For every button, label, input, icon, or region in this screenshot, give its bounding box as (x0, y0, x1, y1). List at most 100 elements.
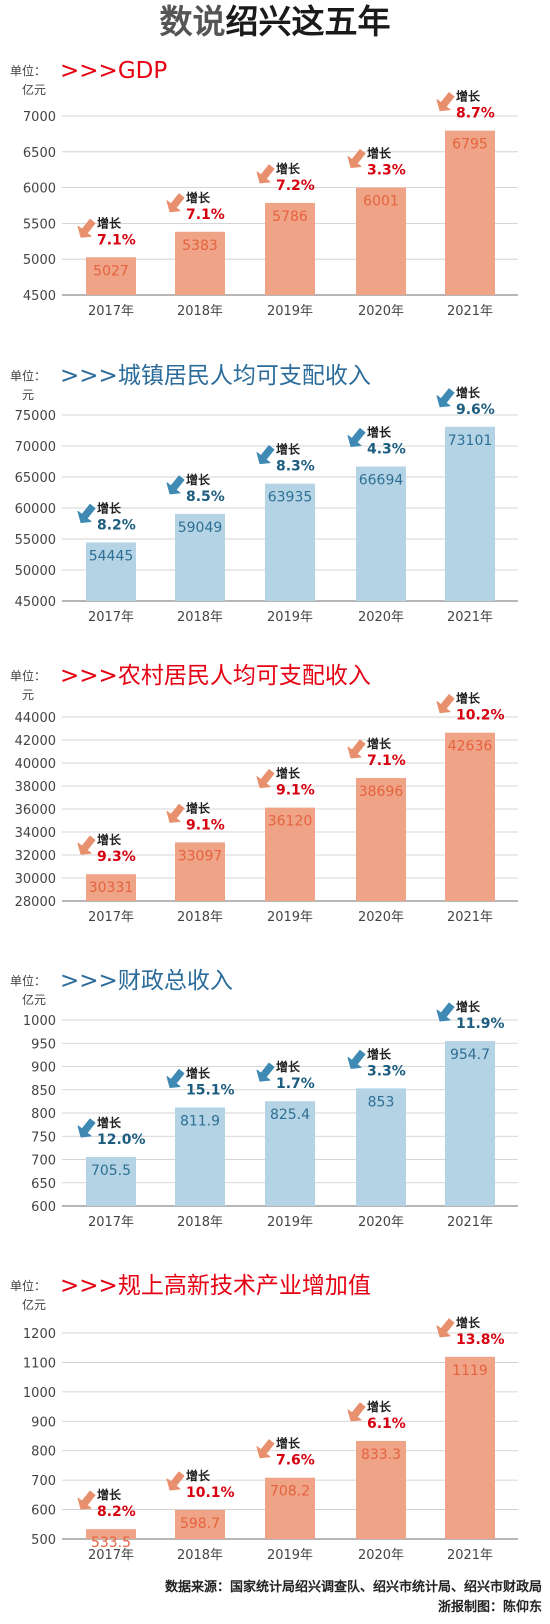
value-label: 5027 (93, 263, 129, 279)
value-label: 54445 (89, 548, 134, 564)
growth-label: 增长 (276, 1059, 301, 1074)
growth-label: 增长 (456, 999, 481, 1014)
value-label: 954.7 (450, 1047, 490, 1063)
arrow-shape (436, 1002, 455, 1022)
arrow-shape (77, 835, 96, 855)
y-tick-label: 800 (31, 1107, 56, 1122)
bar (86, 1156, 136, 1206)
growth-value: 8.7% (456, 106, 495, 122)
growth-label: 增长 (186, 1468, 211, 1483)
arrow-shape (256, 1062, 275, 1082)
x-tick-label: 2019年 (267, 610, 313, 625)
growth-label: 增长 (276, 766, 301, 781)
growth-arrow-icon (256, 1439, 275, 1459)
x-tick-label: 2017年 (88, 1548, 134, 1563)
y-tick-label: 44000 (15, 711, 56, 726)
growth-arrow-icon (77, 835, 96, 855)
value-label: 598.7 (180, 1516, 220, 1532)
chart-title-text: 农村居民人均可支配收入 (118, 663, 371, 689)
growth-value: 4.3% (367, 441, 406, 457)
chart-title-text: 城镇居民人均可支配收入 (118, 363, 371, 389)
growth-arrow-icon (436, 92, 455, 112)
growth-label: 增长 (97, 1487, 122, 1502)
y-tick-label: 500 (31, 1533, 56, 1548)
y-tick-label: 75000 (15, 409, 56, 424)
bar (445, 1041, 495, 1206)
unit-value: 元 (22, 688, 34, 702)
chart-fiscal-revenue: 单位： 亿元 >>>财政总收入 600 650 700 750 800 850 900 950 100… (0, 960, 550, 1250)
value-label: 5383 (182, 238, 218, 254)
chart-urban-income: 单位： 元 >>>城镇居民人均可支配收入 45000 50000 55000 60000 65… (0, 355, 550, 635)
x-tick-label: 2018年 (177, 610, 223, 625)
y-tick-label: 650 (31, 1177, 56, 1192)
arrow-shape (77, 1490, 96, 1510)
bar (445, 732, 495, 901)
growth-arrow-icon (436, 1002, 455, 1022)
bar (445, 426, 495, 601)
growth-value: 3.3% (367, 1063, 406, 1079)
bar (265, 807, 315, 901)
chart-title-prefix: >>> (60, 968, 118, 994)
growth-arrow-icon (436, 694, 455, 714)
y-tick-label: 1000 (23, 1386, 56, 1401)
value-label: 6795 (452, 137, 488, 153)
bar (86, 257, 136, 295)
bar (86, 542, 136, 601)
growth-arrow-icon (166, 803, 185, 823)
growth-arrow-icon (77, 1118, 96, 1138)
growth-value: 12.0% (97, 1132, 146, 1148)
y-tick-label: 600 (31, 1504, 56, 1519)
arrow-shape (347, 149, 366, 169)
growth-arrow-icon (256, 1062, 275, 1082)
arrow-shape (436, 388, 455, 408)
growth-arrow-icon (166, 1068, 185, 1088)
chart-title-prefix: >>> (60, 363, 118, 389)
y-tick-label: 900 (31, 1061, 56, 1076)
arrow-shape (436, 694, 455, 714)
bar (86, 1529, 136, 1539)
arrow-shape (347, 1402, 366, 1422)
growth-value: 7.6% (276, 1453, 315, 1469)
bar (356, 777, 406, 901)
value-label: 533.5 (91, 1535, 131, 1551)
growth-value: 15.1% (186, 1082, 235, 1098)
growth-label: 增长 (97, 832, 122, 847)
arrow-shape (166, 803, 185, 823)
y-tick-label: 900 (31, 1415, 56, 1430)
bar (356, 466, 406, 601)
growth-label: 增长 (367, 424, 392, 439)
arrow-shape (77, 1118, 96, 1138)
bar (356, 187, 406, 295)
y-tick-label: 45000 (15, 595, 56, 610)
growth-label: 增长 (97, 215, 122, 230)
y-tick-label: 950 (31, 1037, 56, 1052)
chart-title: >>>GDP (60, 58, 167, 84)
growth-arrow-icon (347, 1402, 366, 1422)
value-label: 33097 (178, 848, 223, 864)
y-tick-label: 60000 (15, 502, 56, 517)
page-title: 数说绍兴这五年 (0, 0, 550, 44)
unit-label: 单位： (10, 973, 46, 988)
chart-gdp: 单位： 亿元 >>>GDP 4500 5000 5500 6000 6500 7000 5027 2… (0, 50, 550, 330)
x-tick-label: 2018年 (177, 1215, 223, 1230)
unit-value: 元 (22, 388, 34, 402)
growth-value: 1.7% (276, 1076, 315, 1092)
growth-arrow-icon (77, 1490, 96, 1510)
bar (445, 130, 495, 295)
growth-label: 增长 (456, 691, 481, 706)
page-title-part1: 数说 (159, 2, 226, 41)
y-tick-label: 600 (31, 1200, 56, 1215)
y-tick-label: 55000 (15, 533, 56, 548)
growth-arrow-icon (256, 164, 275, 184)
growth-label: 增长 (97, 1115, 122, 1130)
growth-label: 增长 (276, 442, 301, 457)
growth-value: 8.3% (276, 459, 315, 475)
x-tick-label: 2020年 (358, 1215, 404, 1230)
chart-title: >>>规上高新技术产业增加值 (60, 1273, 371, 1299)
chart-title-prefix: >>> (60, 1273, 118, 1299)
chart-hightech-industry: 单位： 亿元 >>>规上高新技术产业增加值 500 600 700 800 900 1000 11… (0, 1265, 550, 1575)
growth-value: 9.1% (276, 783, 315, 799)
growth-label: 增长 (367, 146, 392, 161)
bar (356, 1088, 406, 1206)
y-tick-label: 1100 (23, 1356, 56, 1371)
